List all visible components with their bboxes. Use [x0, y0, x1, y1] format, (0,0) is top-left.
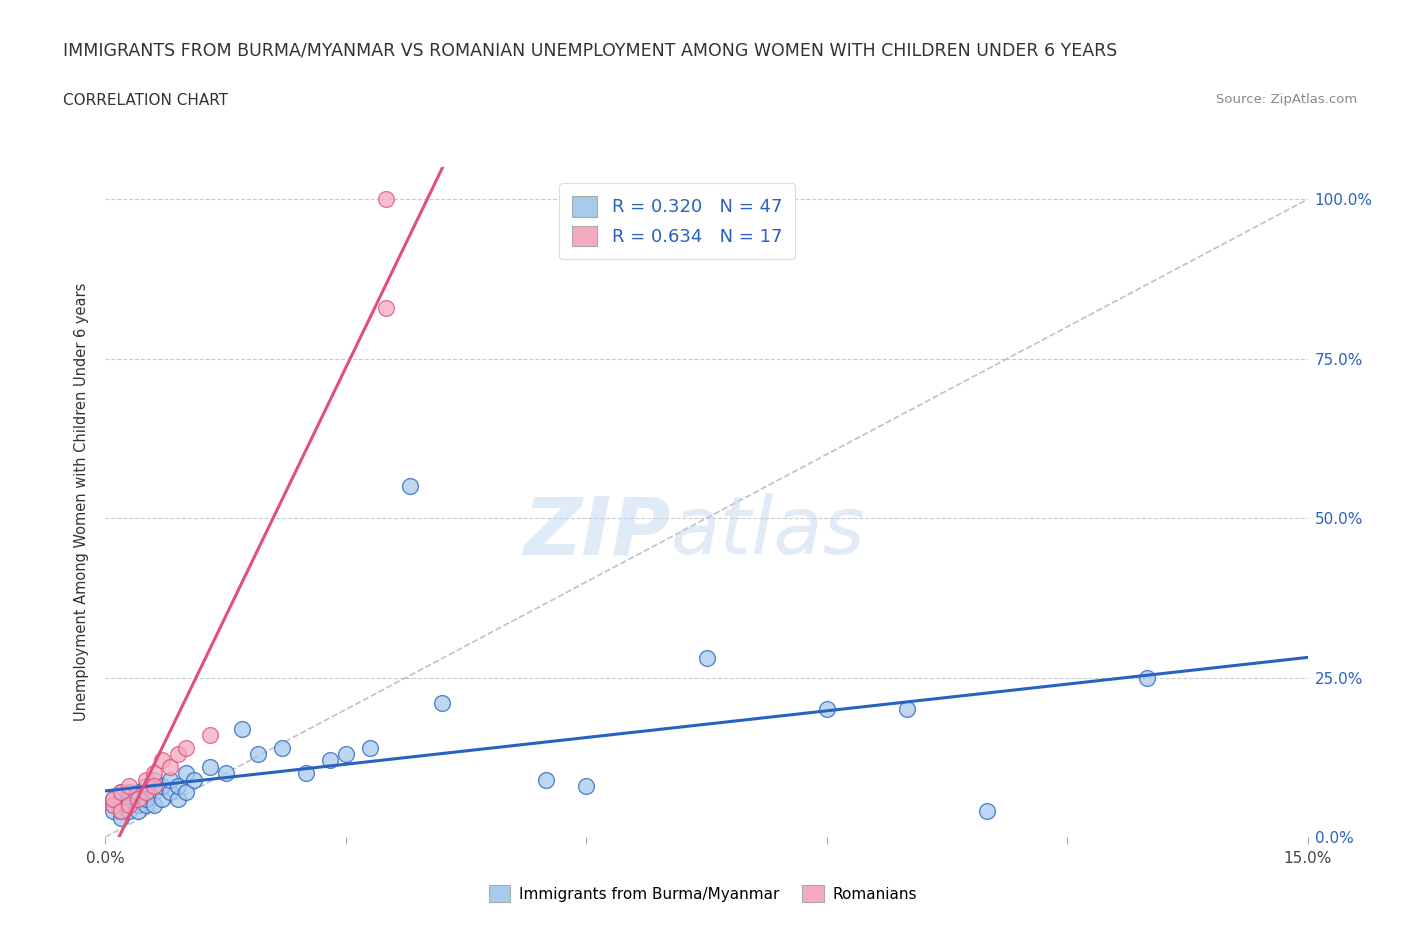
Point — [142, 798, 165, 813]
Point — [335, 747, 357, 762]
Text: Source: ZipAtlas.com: Source: ZipAtlas.com — [1216, 93, 1357, 106]
Point — [127, 785, 149, 800]
Point — [118, 778, 141, 793]
Point — [118, 804, 141, 819]
Point — [174, 765, 197, 780]
Point — [110, 798, 132, 813]
Point — [295, 765, 318, 780]
Point — [174, 785, 197, 800]
Point — [110, 804, 132, 819]
Point — [231, 721, 253, 736]
Point — [142, 785, 165, 800]
Point — [127, 804, 149, 819]
Point — [374, 192, 398, 206]
Point — [142, 778, 165, 793]
Point — [159, 772, 181, 787]
Point — [214, 765, 236, 780]
Point — [103, 791, 125, 806]
Point — [896, 702, 918, 717]
Text: ZIP: ZIP — [523, 493, 671, 571]
Point — [110, 785, 132, 800]
Point — [246, 747, 269, 762]
Point — [118, 791, 141, 806]
Point — [430, 696, 453, 711]
Point — [198, 727, 221, 742]
Point — [103, 798, 125, 813]
Point — [374, 300, 398, 315]
Legend: Immigrants from Burma/Myanmar, Romanians: Immigrants from Burma/Myanmar, Romanians — [482, 879, 924, 909]
Point — [103, 791, 125, 806]
Point — [135, 778, 157, 793]
Point — [110, 785, 132, 800]
Point — [534, 772, 557, 787]
Point — [127, 791, 149, 806]
Point — [142, 765, 165, 780]
Text: IMMIGRANTS FROM BURMA/MYANMAR VS ROMANIAN UNEMPLOYMENT AMONG WOMEN WITH CHILDREN: IMMIGRANTS FROM BURMA/MYANMAR VS ROMANIA… — [63, 42, 1118, 60]
Y-axis label: Unemployment Among Women with Children Under 6 years: Unemployment Among Women with Children U… — [75, 283, 90, 722]
Point — [815, 702, 838, 717]
Point — [118, 798, 141, 813]
Point — [976, 804, 998, 819]
Point — [166, 791, 188, 806]
Legend: R = 0.320   N = 47, R = 0.634   N = 17: R = 0.320 N = 47, R = 0.634 N = 17 — [560, 183, 794, 259]
Point — [696, 651, 718, 666]
Point — [1136, 671, 1159, 685]
Point — [359, 740, 381, 755]
Point — [319, 753, 342, 768]
Point — [166, 778, 188, 793]
Point — [135, 785, 157, 800]
Point — [118, 798, 141, 813]
Point — [135, 791, 157, 806]
Point — [183, 772, 205, 787]
Point — [166, 747, 188, 762]
Text: atlas: atlas — [671, 493, 865, 571]
Point — [103, 798, 125, 813]
Point — [399, 479, 422, 494]
Point — [150, 753, 173, 768]
Point — [110, 804, 132, 819]
Point — [270, 740, 292, 755]
Point — [174, 740, 197, 755]
Point — [159, 785, 181, 800]
Point — [135, 798, 157, 813]
Point — [118, 785, 141, 800]
Point — [127, 798, 149, 813]
Point — [135, 772, 157, 787]
Point — [575, 778, 598, 793]
Text: CORRELATION CHART: CORRELATION CHART — [63, 93, 228, 108]
Point — [110, 810, 132, 825]
Point — [150, 778, 173, 793]
Point — [142, 772, 165, 787]
Point — [150, 791, 173, 806]
Point — [198, 760, 221, 775]
Point — [159, 760, 181, 775]
Point — [103, 804, 125, 819]
